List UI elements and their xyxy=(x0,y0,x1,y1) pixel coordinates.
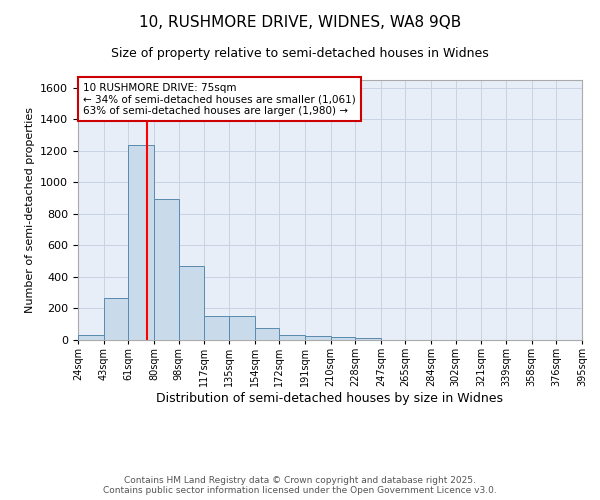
Text: Contains HM Land Registry data © Crown copyright and database right 2025.
Contai: Contains HM Land Registry data © Crown c… xyxy=(103,476,497,495)
Bar xyxy=(254,328,279,340)
Text: Size of property relative to semi-detached houses in Widnes: Size of property relative to semi-detach… xyxy=(111,48,489,60)
Bar xyxy=(205,316,229,340)
Bar xyxy=(78,336,104,340)
Y-axis label: Number of semi-detached properties: Number of semi-detached properties xyxy=(25,107,35,313)
Bar xyxy=(331,337,355,340)
Bar xyxy=(305,336,331,340)
Bar xyxy=(128,146,154,340)
Bar xyxy=(104,298,128,340)
X-axis label: Distribution of semi-detached houses by size in Widnes: Distribution of semi-detached houses by … xyxy=(157,392,503,405)
Bar xyxy=(279,336,305,340)
Bar xyxy=(229,316,254,340)
Text: 10, RUSHMORE DRIVE, WIDNES, WA8 9QB: 10, RUSHMORE DRIVE, WIDNES, WA8 9QB xyxy=(139,15,461,30)
Bar xyxy=(154,199,179,340)
Text: 10 RUSHMORE DRIVE: 75sqm
← 34% of semi-detached houses are smaller (1,061)
63% o: 10 RUSHMORE DRIVE: 75sqm ← 34% of semi-d… xyxy=(83,82,356,116)
Bar xyxy=(355,338,381,340)
Bar xyxy=(179,266,205,340)
